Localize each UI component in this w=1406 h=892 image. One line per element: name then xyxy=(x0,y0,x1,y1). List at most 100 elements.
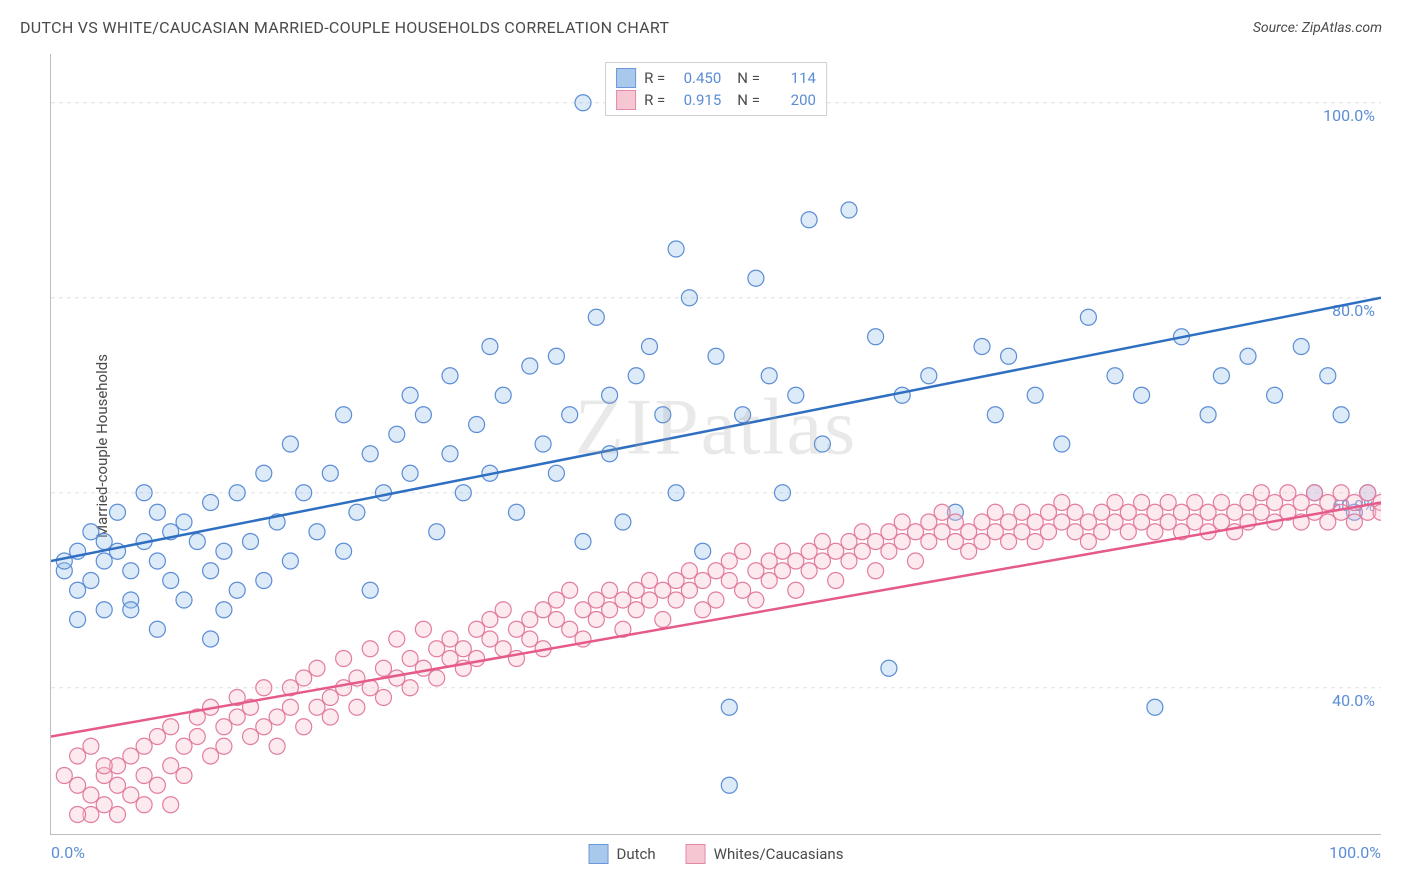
scatter-point-dutch xyxy=(628,368,644,384)
scatter-point-whites-caucasians xyxy=(588,612,604,628)
scatter-point-whites-caucasians xyxy=(801,543,817,559)
scatter-point-dutch xyxy=(256,573,272,589)
scatter-point-dutch xyxy=(1054,436,1070,452)
scatter-point-whites-caucasians xyxy=(455,641,471,657)
legend-n-value: 200 xyxy=(768,89,816,111)
scatter-point-dutch xyxy=(681,290,697,306)
scatter-point-whites-caucasians xyxy=(176,768,192,784)
scatter-point-whites-caucasians xyxy=(1094,504,1110,520)
scatter-point-dutch xyxy=(203,631,219,647)
scatter-point-whites-caucasians xyxy=(894,534,910,550)
scatter-point-dutch xyxy=(482,339,498,355)
scatter-point-dutch xyxy=(588,309,604,325)
scatter-point-dutch xyxy=(1107,368,1123,384)
scatter-point-dutch xyxy=(402,387,418,403)
scatter-point-dutch xyxy=(894,387,910,403)
scatter-point-whites-caucasians xyxy=(721,573,737,589)
scatter-point-whites-caucasians xyxy=(1041,504,1057,520)
scatter-point-whites-caucasians xyxy=(868,534,884,550)
scatter-point-dutch xyxy=(748,270,764,286)
scatter-point-whites-caucasians xyxy=(482,631,498,647)
scatter-point-whites-caucasians xyxy=(1280,485,1296,501)
scatter-point-dutch xyxy=(495,387,511,403)
legend-r-value: 0.915 xyxy=(673,89,721,111)
scatter-point-whites-caucasians xyxy=(974,534,990,550)
scatter-point-dutch xyxy=(376,485,392,501)
scatter-point-whites-caucasians xyxy=(775,543,791,559)
scatter-point-dutch xyxy=(921,368,937,384)
scatter-point-whites-caucasians xyxy=(1001,534,1017,550)
scatter-point-whites-caucasians xyxy=(748,563,764,579)
scatter-point-dutch xyxy=(70,582,86,598)
scatter-point-whites-caucasians xyxy=(921,534,937,550)
scatter-point-dutch xyxy=(336,543,352,559)
scatter-point-whites-caucasians xyxy=(1360,485,1376,501)
scatter-point-dutch xyxy=(229,582,245,598)
scatter-point-whites-caucasians xyxy=(1134,514,1150,530)
scatter-point-whites-caucasians xyxy=(575,602,591,618)
scatter-point-whites-caucasians xyxy=(1014,524,1030,540)
scatter-point-dutch xyxy=(136,485,152,501)
scatter-point-whites-caucasians xyxy=(229,709,245,725)
scatter-point-whites-caucasians xyxy=(854,524,870,540)
legend-n-label: N = xyxy=(737,89,760,111)
scatter-point-whites-caucasians xyxy=(1213,495,1229,511)
scatter-point-whites-caucasians xyxy=(56,768,72,784)
scatter-point-whites-caucasians xyxy=(70,748,86,764)
scatter-point-whites-caucasians xyxy=(282,699,298,715)
scatter-point-whites-caucasians xyxy=(828,573,844,589)
legend-swatch xyxy=(616,68,636,88)
scatter-point-whites-caucasians xyxy=(1333,504,1349,520)
scatter-point-dutch xyxy=(575,534,591,550)
scatter-point-whites-caucasians xyxy=(216,738,232,754)
legend-stats-row: R =0.915N =200 xyxy=(616,89,816,111)
scatter-point-dutch xyxy=(1320,368,1336,384)
scatter-point-whites-caucasians xyxy=(522,631,538,647)
scatter-point-whites-caucasians xyxy=(349,699,365,715)
scatter-point-whites-caucasians xyxy=(548,612,564,628)
scatter-point-whites-caucasians xyxy=(735,582,751,598)
scatter-point-dutch xyxy=(761,368,777,384)
x-axis-max-label: 100.0% xyxy=(1329,843,1381,862)
scatter-point-dutch xyxy=(216,602,232,618)
scatter-point-whites-caucasians xyxy=(362,641,378,657)
scatter-point-dutch xyxy=(615,514,631,530)
scatter-point-whites-caucasians xyxy=(868,563,884,579)
scatter-point-whites-caucasians xyxy=(482,612,498,628)
scatter-point-whites-caucasians xyxy=(735,543,751,559)
scatter-point-whites-caucasians xyxy=(588,592,604,608)
legend-swatch xyxy=(686,844,706,864)
scatter-point-dutch xyxy=(668,485,684,501)
scatter-point-dutch xyxy=(349,504,365,520)
scatter-point-dutch xyxy=(788,387,804,403)
scatter-point-dutch xyxy=(83,524,99,540)
scatter-point-whites-caucasians xyxy=(642,592,658,608)
legend-series-label: Dutch xyxy=(617,845,656,863)
scatter-point-whites-caucasians xyxy=(921,514,937,530)
scatter-point-whites-caucasians xyxy=(1107,495,1123,511)
scatter-point-dutch xyxy=(96,534,112,550)
scatter-point-dutch xyxy=(256,465,272,481)
scatter-point-dutch xyxy=(1213,368,1229,384)
scatter-point-dutch xyxy=(189,534,205,550)
scatter-point-dutch xyxy=(96,553,112,569)
scatter-point-whites-caucasians xyxy=(1160,495,1176,511)
scatter-point-whites-caucasians xyxy=(1094,524,1110,540)
scatter-point-dutch xyxy=(469,417,485,433)
scatter-point-whites-caucasians xyxy=(256,680,272,696)
scatter-point-whites-caucasians xyxy=(176,738,192,754)
scatter-point-whites-caucasians xyxy=(429,641,445,657)
scatter-point-whites-caucasians xyxy=(814,534,830,550)
scatter-point-whites-caucasians xyxy=(376,660,392,676)
scatter-point-whites-caucasians xyxy=(1200,504,1216,520)
scatter-point-whites-caucasians xyxy=(814,553,830,569)
scatter-point-whites-caucasians xyxy=(681,563,697,579)
scatter-point-whites-caucasians xyxy=(429,670,445,686)
scatter-point-whites-caucasians xyxy=(1174,504,1190,520)
scatter-point-whites-caucasians xyxy=(83,787,99,803)
scatter-point-whites-caucasians xyxy=(415,621,431,637)
scatter-point-whites-caucasians xyxy=(987,524,1003,540)
scatter-point-whites-caucasians xyxy=(1134,495,1150,511)
chart-container: DUTCH VS WHITE/CAUCASIAN MARRIED-COUPLE … xyxy=(0,0,1406,892)
scatter-point-dutch xyxy=(708,348,724,364)
